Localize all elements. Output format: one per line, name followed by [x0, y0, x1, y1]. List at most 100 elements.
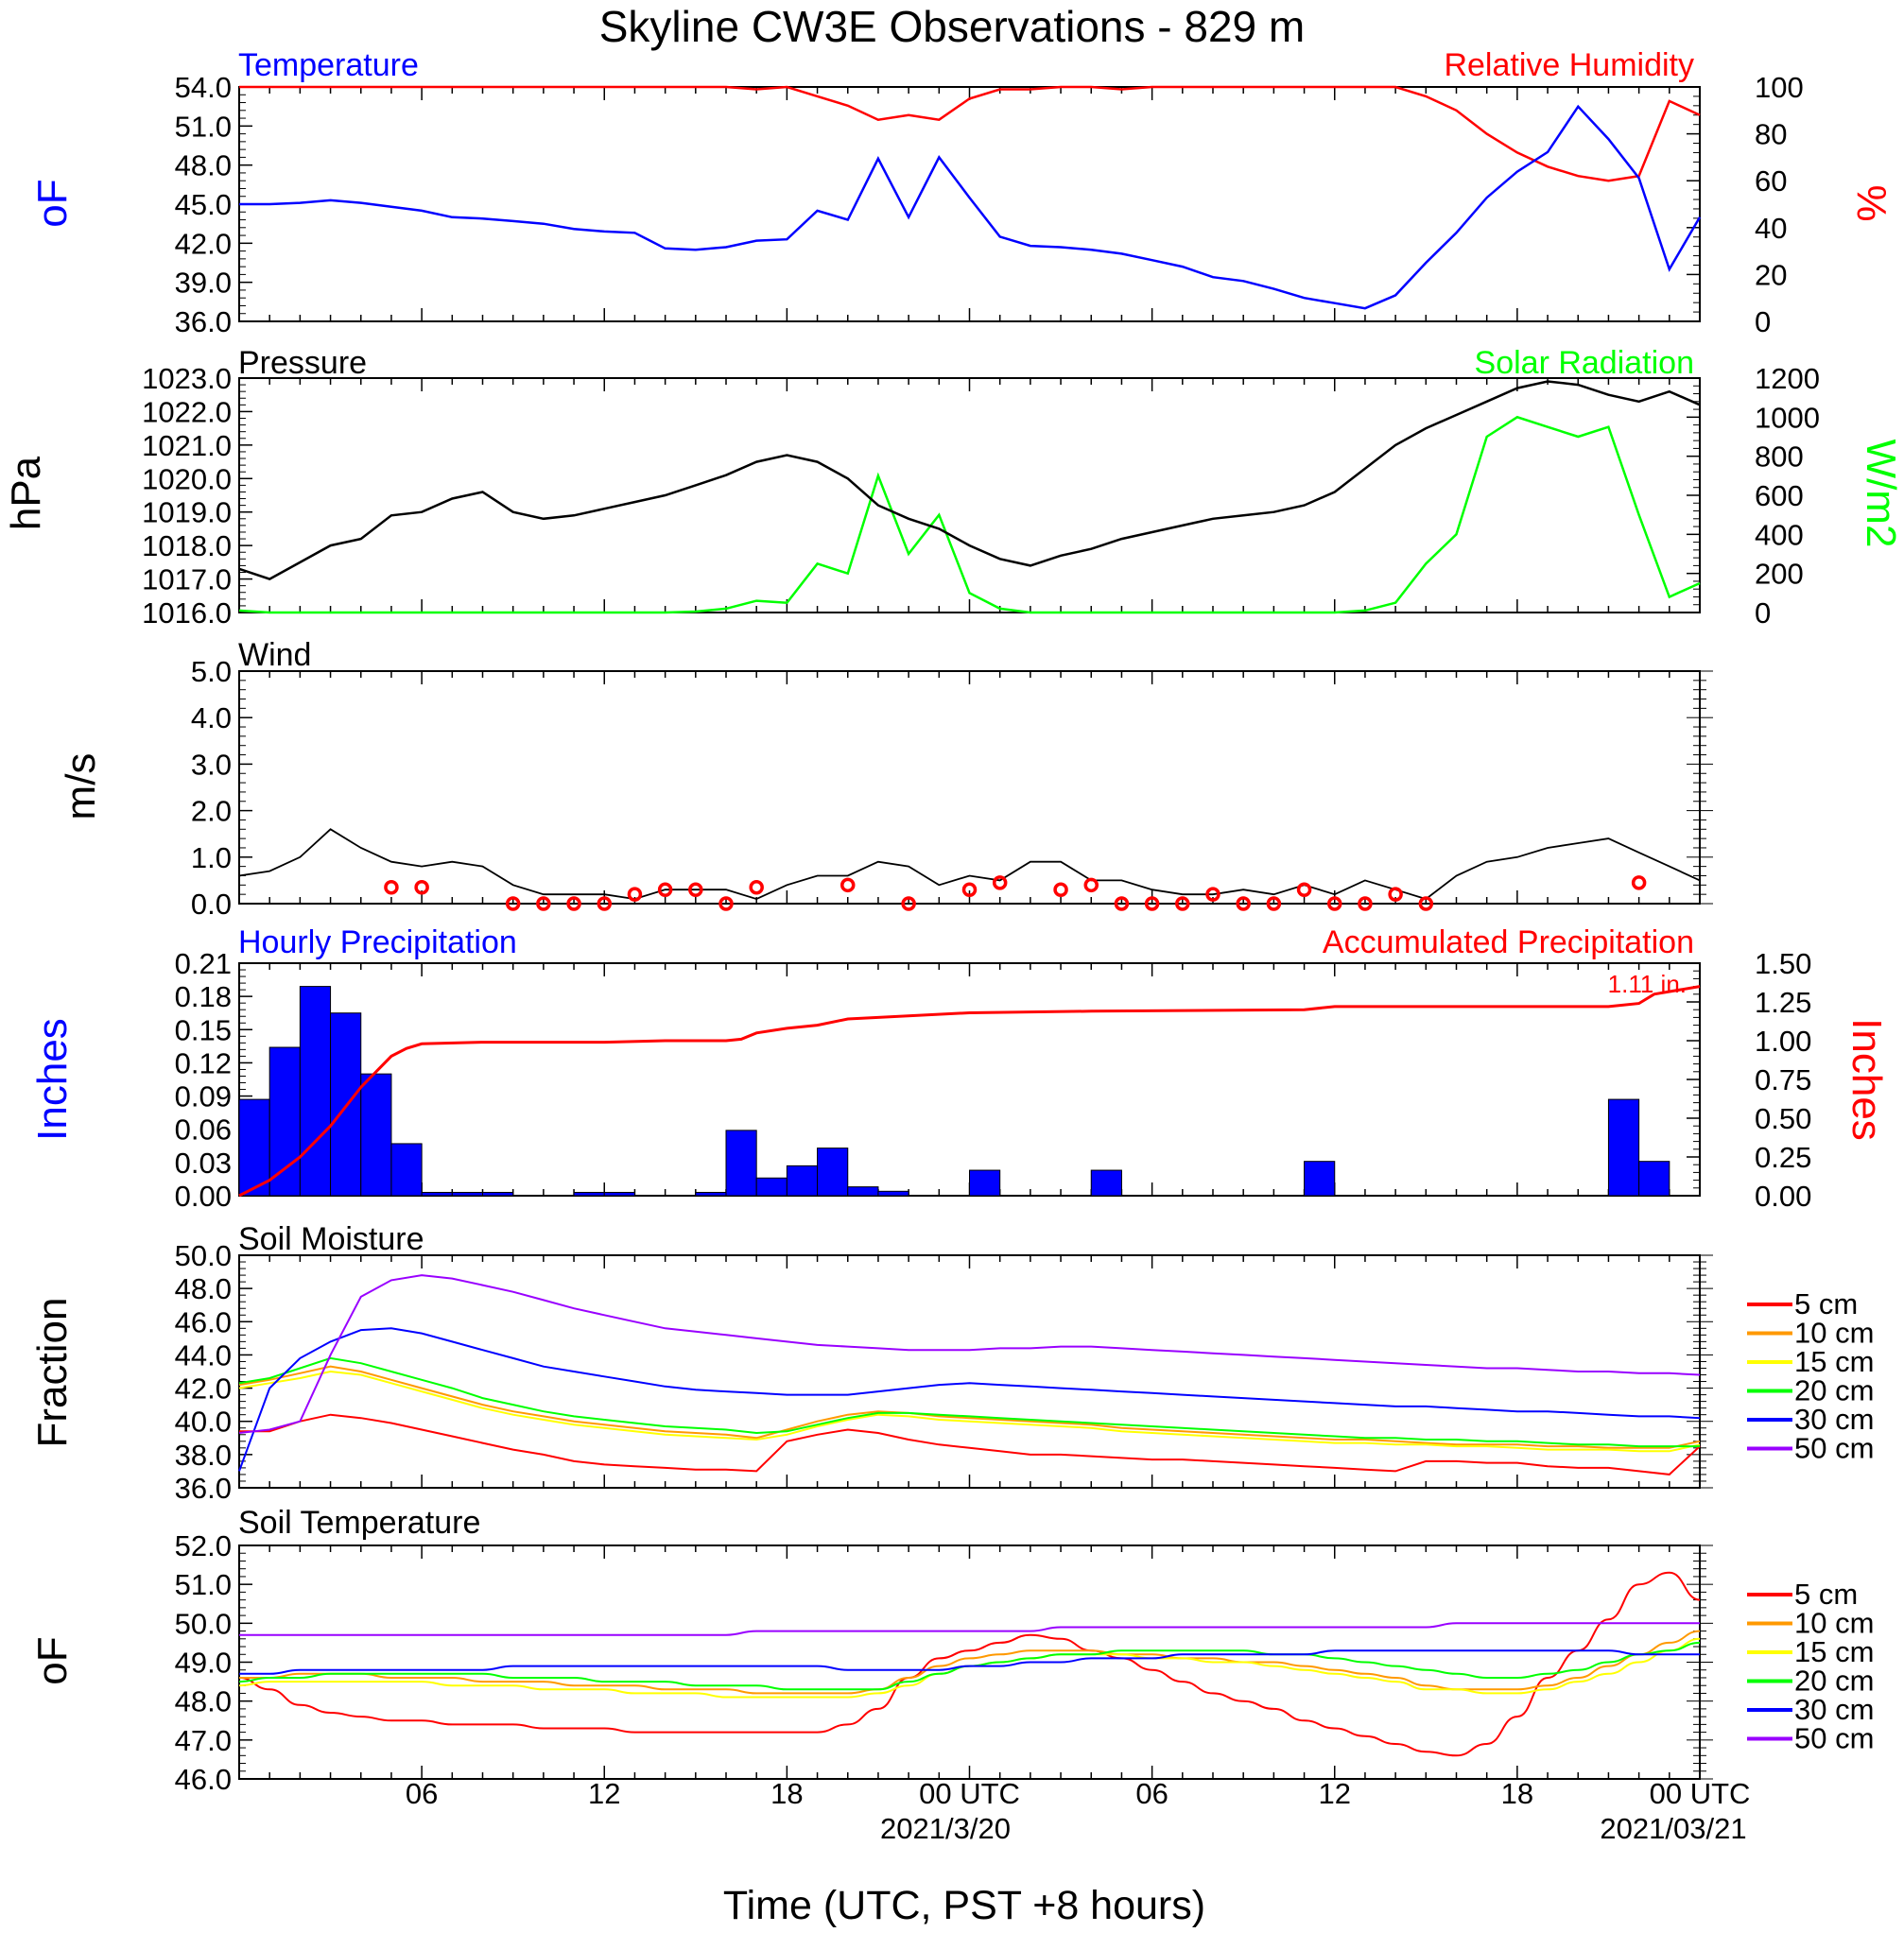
- wind-calm-marker: [1358, 896, 1373, 911]
- wind-calm-marker: [749, 880, 764, 895]
- wind-calm-marker: [566, 896, 581, 911]
- wind-calm-marker: [1266, 896, 1282, 911]
- pressure-tick-label: 1018.0: [142, 529, 232, 562]
- soil-temperature-tick-label: 50.0: [175, 1607, 232, 1640]
- humidity-title: Relative Humidity: [1444, 47, 1694, 83]
- hourly-precip-bar: [695, 1191, 727, 1197]
- pressure-tick-label: 1016.0: [142, 596, 232, 630]
- solar-title: Solar Radiation: [1475, 345, 1694, 381]
- hourly-precip-bar: [268, 1046, 301, 1197]
- wind-calm-marker: [627, 887, 643, 902]
- figure-title: Skyline CW3E Observations - 829 m: [599, 2, 1306, 51]
- hourly-precip-bar: [482, 1191, 514, 1197]
- accum-precip-title: Accumulated Precipitation: [1323, 924, 1694, 960]
- hourly-precip-tick-label: 0.12: [175, 1046, 232, 1079]
- hourly-precip-bar: [421, 1191, 453, 1197]
- pressure-tick-label: 1023.0: [142, 362, 232, 395]
- soil-temperature-line: [239, 1649, 1700, 1675]
- wind-calm-marker: [901, 896, 916, 911]
- wind-calm-marker: [505, 896, 521, 911]
- wind-calm-marker: [1144, 896, 1160, 911]
- pressure-tick-label: 1019.0: [142, 496, 232, 529]
- soil-temperature-legend-label: 30 cm: [1794, 1693, 1874, 1726]
- temperature-title: Temperature: [238, 47, 419, 83]
- x-axis-label: Time (UTC, PST +8 hours): [723, 1883, 1205, 1928]
- hourly-precip-bar: [299, 986, 332, 1197]
- soil-temperature-tick-label: 49.0: [175, 1647, 232, 1680]
- pressure-tick-label: 1022.0: [142, 395, 232, 428]
- soil-moisture-line: [238, 1274, 1701, 1434]
- panel-frame-3: [238, 670, 1701, 905]
- wind-tick-label: 0.0: [191, 888, 232, 921]
- solar-tick-label: 200: [1755, 558, 1804, 591]
- panel-pressure-solar: Pressure Solar Radiation hPa W/m2: [3, 345, 1904, 547]
- accum-precip-tick-label: 0.50: [1755, 1102, 1811, 1135]
- pressure-tick-label: 1021.0: [142, 429, 232, 462]
- soil-moisture-tick-label: 40.0: [175, 1406, 232, 1439]
- hourly-precip-bar: [755, 1177, 788, 1197]
- pressure-line: [238, 380, 1701, 580]
- hourly-precip-tick-label: 0.09: [175, 1080, 232, 1113]
- x-tick-label: 00 UTC: [1650, 1777, 1751, 1810]
- soil-temperature-axis-label: oF: [29, 1636, 76, 1684]
- solar-tick-label: 1000: [1755, 401, 1820, 434]
- accum-precip-line: [238, 985, 1701, 1198]
- soil-moisture-legend-label: 30 cm: [1794, 1403, 1874, 1436]
- humidity-tick-label: 100: [1755, 71, 1804, 104]
- hourly-precip-tick-label: 0.06: [175, 1113, 232, 1147]
- soil-temperature-line: [239, 1622, 1700, 1636]
- humidity-tick-label: 20: [1755, 258, 1787, 291]
- accum-precip-tick-label: 1.25: [1755, 986, 1811, 1019]
- x-tick-label: 12: [588, 1777, 620, 1810]
- accum-precip-tick-label: 0.75: [1755, 1063, 1811, 1096]
- soil-moisture-line: [238, 1370, 1701, 1453]
- accum-total-label: 1.11 in.: [1608, 970, 1687, 998]
- wind-calm-marker: [657, 882, 673, 897]
- pressure-tick-label: 1020.0: [142, 462, 232, 495]
- hourly-precip-bar: [1638, 1161, 1670, 1197]
- hourly-precip-bar: [390, 1143, 423, 1197]
- hourly-precip-tick-label: 0.03: [175, 1147, 232, 1180]
- accum-precip-tick-label: 1.00: [1755, 1025, 1811, 1058]
- wind-tick-label: 1.0: [191, 841, 232, 874]
- wind-calm-marker: [718, 896, 734, 911]
- temperature-line: [239, 104, 1702, 310]
- wind-calm-marker: [1114, 896, 1130, 911]
- hourly-precip-bar: [847, 1186, 879, 1197]
- x-date-2: 2021/03/21: [1600, 1812, 1746, 1845]
- soil-moisture-tick-label: 38.0: [175, 1439, 232, 1472]
- wind-calm-marker: [1418, 896, 1434, 911]
- panel-soil-temperature: Soil Temperature oF: [29, 1505, 480, 1685]
- hourly-precip-bar: [817, 1148, 849, 1197]
- wind-title: Wind: [238, 637, 311, 673]
- soil-temperature-line: [239, 1630, 1701, 1695]
- wind-calm-marker: [1327, 896, 1342, 911]
- hourly-precip-bar: [1304, 1161, 1336, 1197]
- wind-calm-marker: [1296, 882, 1312, 897]
- wind-calm-marker: [384, 880, 399, 895]
- humidity-tick-label: 0: [1755, 305, 1771, 338]
- wind-calm-marker: [840, 877, 856, 893]
- soil-temperature-tick-label: 52.0: [175, 1529, 232, 1562]
- temperature-tick-label: 39.0: [175, 267, 232, 300]
- accum-precip-tick-label: 1.50: [1755, 947, 1811, 980]
- x-tick-label: 06: [406, 1777, 438, 1810]
- humidity-line: [239, 85, 1701, 182]
- temperature-tick-label: 54.0: [175, 71, 232, 104]
- hourly-precip-tick-label: 0.21: [175, 947, 232, 980]
- accum-precip-axis-label: Inches: [1843, 1018, 1890, 1141]
- plot-marks: 36.0 39.0 42.0 45.0 48.0 51.0 54.0 0 20 40 60 80 100…: [142, 71, 1874, 1810]
- wind-calm-marker: [1236, 896, 1251, 911]
- solar-tick-label: 0: [1755, 596, 1771, 630]
- wind-calm-marker: [1388, 887, 1403, 902]
- soil-temperature-legend-label: 5 cm: [1794, 1578, 1858, 1611]
- soil-temperature-title: Soil Temperature: [238, 1505, 480, 1541]
- soil-moisture-tick-label: 46.0: [175, 1305, 232, 1338]
- humidity-tick-label: 60: [1755, 164, 1787, 198]
- wind-calm-marker: [1631, 875, 1647, 890]
- soil-moisture-tick-label: 48.0: [175, 1272, 232, 1305]
- hourly-precip-bar: [786, 1165, 819, 1197]
- solar-tick-label: 600: [1755, 479, 1804, 512]
